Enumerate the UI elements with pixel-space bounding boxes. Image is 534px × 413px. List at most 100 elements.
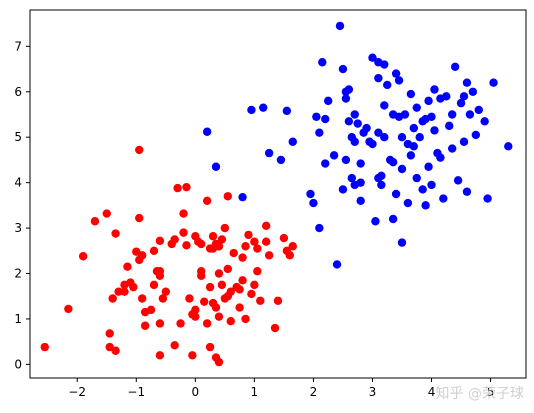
blue-data-point — [412, 173, 421, 183]
blue-data-point — [353, 119, 362, 128]
blue-data-point — [483, 194, 492, 203]
blue-data-point — [288, 137, 297, 146]
blue-data-point — [350, 110, 359, 119]
x-tick-label: 1 — [251, 385, 259, 399]
red-data-point — [155, 351, 165, 360]
blue-data-point — [341, 155, 351, 165]
red-data-point — [108, 294, 117, 303]
blue-data-point — [504, 142, 513, 151]
blue-data-point — [344, 117, 354, 126]
red-data-point — [146, 305, 156, 315]
blue-data-point — [450, 62, 460, 71]
blue-data-point — [276, 155, 286, 165]
red-data-point — [199, 297, 209, 306]
red-data-point — [217, 235, 227, 244]
red-data-point — [223, 192, 233, 201]
red-data-point — [211, 303, 221, 312]
blue-data-point — [356, 178, 365, 187]
red-data-point — [170, 341, 179, 350]
blue-data-point — [315, 223, 324, 233]
blue-data-point — [377, 180, 386, 190]
x-tick-label: 0 — [192, 385, 200, 399]
blue-data-point — [347, 173, 357, 183]
blue-data-point — [442, 92, 451, 101]
x-tick-label: 3 — [369, 385, 377, 399]
red-data-point — [191, 312, 200, 321]
red-data-point — [64, 304, 73, 314]
red-data-point — [217, 280, 227, 290]
red-data-point — [102, 209, 111, 218]
blue-data-point — [406, 89, 416, 99]
blue-data-point — [323, 96, 333, 106]
blue-data-point — [335, 21, 345, 31]
y-tick-label: 4 — [14, 176, 22, 190]
blue-data-point — [368, 139, 377, 149]
blue-data-point — [409, 142, 419, 151]
watermark-text: 知乎 @荣子球 — [436, 385, 524, 402]
red-data-point — [120, 287, 129, 296]
red-data-point — [185, 294, 194, 303]
red-data-point — [235, 285, 244, 294]
blue-data-point — [306, 189, 315, 199]
blue-data-point — [430, 126, 439, 135]
blue-data-point — [377, 171, 386, 181]
red-data-point — [111, 229, 120, 238]
blue-data-point — [459, 137, 469, 146]
red-data-point — [155, 319, 165, 328]
blue-data-point — [338, 185, 348, 194]
blue-data-point — [388, 157, 398, 167]
blue-data-point — [447, 144, 457, 153]
red-data-point — [208, 232, 218, 241]
red-data-point — [135, 213, 144, 223]
blue-data-point — [374, 128, 383, 137]
red-data-point — [202, 319, 212, 328]
red-data-point — [238, 276, 247, 285]
red-data-point — [197, 239, 206, 249]
y-tick-label: 7 — [14, 39, 22, 53]
blue-data-point — [459, 92, 469, 101]
blue-data-point — [247, 105, 256, 115]
x-tick-label: 2 — [310, 385, 318, 399]
blue-data-point — [462, 187, 472, 196]
red-data-point — [238, 253, 247, 262]
red-data-point — [137, 294, 147, 303]
y-axis-ticks: 0 1 2 3 4 5 6 7 — [14, 39, 30, 371]
blue-data-point — [412, 103, 421, 112]
blue-data-point — [318, 58, 327, 67]
red-data-point — [279, 233, 289, 243]
blue-data-point — [391, 69, 401, 78]
blue-data-point — [362, 123, 371, 133]
x-tick-label: −1 — [127, 385, 145, 399]
red-data-point — [270, 323, 280, 333]
red-data-point — [78, 252, 88, 261]
blue-data-point — [368, 53, 377, 62]
blue-data-point — [341, 94, 351, 103]
blue-data-point — [312, 112, 321, 121]
blue-data-point — [321, 159, 330, 168]
blue-data-point — [409, 123, 419, 133]
blue-data-point — [397, 238, 407, 247]
blue-data-point — [489, 78, 498, 87]
blue-data-point — [383, 80, 392, 90]
blue-data-point — [415, 133, 424, 142]
red-data-point — [226, 287, 235, 296]
red-data-point — [205, 342, 215, 352]
plot-frame — [29, 9, 527, 379]
blue-data-point — [321, 114, 330, 124]
red-data-point — [176, 319, 185, 328]
red-data-point — [264, 251, 274, 260]
blue-data-point — [202, 127, 212, 136]
red-data-point — [182, 182, 191, 192]
blue-data-point — [424, 96, 433, 106]
blue-data-point — [356, 159, 365, 168]
blue-data-point — [421, 201, 430, 210]
blue-data-point — [403, 198, 413, 208]
blue-data-point — [238, 192, 247, 202]
red-data-point — [173, 183, 182, 193]
red-data-point — [129, 282, 138, 292]
red-data-point — [105, 329, 114, 338]
blue-data-point — [456, 98, 466, 108]
red-data-point — [241, 314, 250, 324]
red-data-point — [214, 269, 224, 278]
